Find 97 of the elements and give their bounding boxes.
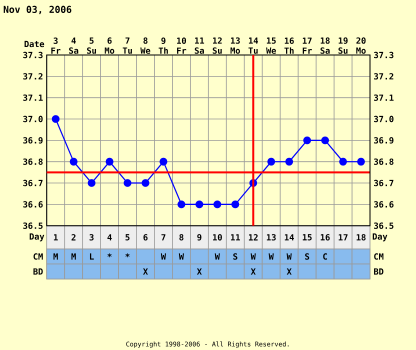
- text: M: [71, 253, 76, 260]
- point: [52, 115, 60, 123]
- x2-tick-label: 4 Sa: [69, 37, 78, 54]
- text: W: [250, 253, 256, 260]
- x-tick-label: 13: [266, 234, 276, 241]
- point: [321, 136, 329, 144]
- chart-title: Nov 03, 2006: [4, 6, 72, 14]
- x-tick-label: 4: [107, 234, 112, 240]
- x-tick-label: 10: [212, 234, 222, 241]
- text: C: [323, 253, 328, 260]
- y2-tick-label: 36.9: [374, 137, 394, 144]
- x2-tick-label: 18 Sa: [320, 37, 330, 54]
- x-axis-title: Day: [30, 233, 44, 242]
- x-tick-label: 18: [356, 234, 366, 241]
- y2-tick-label: 37.2: [374, 73, 394, 80]
- y2-tick-label: 36.5: [374, 222, 394, 229]
- x2-tick-label: 7 Tu: [122, 37, 132, 54]
- point: [142, 179, 150, 187]
- x2-tick-label: 8 We: [140, 37, 150, 54]
- x2-tick-label: 17 Fr: [302, 38, 312, 54]
- y2-tick-label: 36.8: [374, 158, 394, 165]
- text: *: [125, 253, 130, 258]
- x-tick-label: 1: [54, 234, 58, 240]
- x-tick-label: 5: [126, 234, 130, 240]
- y2-tick-label: 37.1: [374, 94, 394, 101]
- x2-tick-label: 9 Th: [158, 38, 168, 54]
- y2-tick-label: 37.3: [374, 52, 394, 58]
- point: [178, 200, 186, 208]
- text: W: [160, 253, 166, 260]
- text: W: [286, 253, 292, 260]
- text: X: [250, 268, 256, 275]
- x-tick-label: 14: [284, 234, 294, 240]
- x2-tick-label: 10 Fr: [177, 37, 186, 54]
- x-tick-label: 8: [179, 234, 184, 241]
- y-tick-label: 37.0: [23, 116, 43, 122]
- point: [231, 200, 240, 208]
- point: [160, 158, 168, 166]
- point: [339, 158, 347, 166]
- x-tick-label: 16: [320, 234, 330, 241]
- text: L: [90, 253, 94, 260]
- y-tick-label: CM: [34, 253, 43, 260]
- x2-tick-label: 19 Su: [338, 37, 348, 54]
- point: [267, 158, 276, 166]
- y-tick-label: 36.9: [23, 137, 43, 144]
- x2-tick-label: 16 Th: [284, 38, 294, 54]
- x2-tick-label: 12 Su: [212, 37, 222, 54]
- text: W: [268, 253, 274, 260]
- point: [303, 136, 312, 144]
- text: W: [214, 253, 220, 260]
- y2-tick-label: 37.0: [374, 116, 394, 122]
- x2-tick-label: 20 Mo: [356, 37, 366, 54]
- x-tick-label: 12: [248, 234, 258, 240]
- point: [285, 158, 294, 166]
- point: [88, 179, 96, 187]
- y-tick-label: 37.3: [23, 52, 43, 58]
- x2-tick-label: 14 Tu: [248, 37, 258, 54]
- y2-tick-label: 36.7: [374, 180, 394, 186]
- text: X: [196, 268, 202, 275]
- text: M: [53, 253, 58, 260]
- point: [357, 158, 365, 166]
- x2-tick-label: 6 Mo: [104, 37, 114, 54]
- point: [213, 200, 222, 208]
- point: [106, 158, 114, 166]
- point: [70, 158, 78, 166]
- point: [124, 179, 132, 187]
- x2-tick-label: 5 Su: [87, 37, 96, 54]
- y2-tick-label: CM: [374, 253, 384, 260]
- x-tick-label: 17: [338, 234, 348, 240]
- x2-axis-title: Date: [24, 40, 44, 48]
- text: S: [233, 253, 238, 260]
- y-tick-label: 36.5: [23, 222, 43, 229]
- x2-tick-label: 15 We: [266, 37, 276, 54]
- x-tick-label: 9: [197, 234, 202, 240]
- point: [195, 200, 204, 208]
- x-tick-label: 6: [143, 234, 148, 241]
- x2-tick-label: 11 Sa: [194, 37, 204, 54]
- y-tick-label: 36.6: [23, 201, 43, 208]
- x2-tick-label: 13 Mo: [230, 37, 240, 54]
- y-tick-label: 37.1: [23, 94, 43, 101]
- text: X: [143, 268, 148, 275]
- x-tick-label: 3: [90, 234, 94, 241]
- x-tick-label: 2: [72, 234, 76, 240]
- text: W: [178, 253, 184, 260]
- y2-tick-label: BD: [374, 268, 384, 275]
- text: *: [108, 253, 112, 258]
- y-tick-label: 36.8: [23, 158, 43, 165]
- text: X: [286, 268, 292, 275]
- x-tick-label: 11: [230, 234, 240, 240]
- y-tick-label: 36.7: [23, 180, 43, 186]
- x2-tick-label: 3 Fr: [51, 37, 60, 54]
- y-tick-label: BD: [33, 268, 43, 275]
- y-tick-label: 37.2: [23, 73, 42, 80]
- x-tick-label: 7: [161, 234, 166, 240]
- y2-tick-label: 36.6: [374, 201, 394, 208]
- x-tick-label: 15: [302, 234, 312, 240]
- text: Day: [372, 233, 388, 242]
- text: S: [305, 253, 310, 260]
